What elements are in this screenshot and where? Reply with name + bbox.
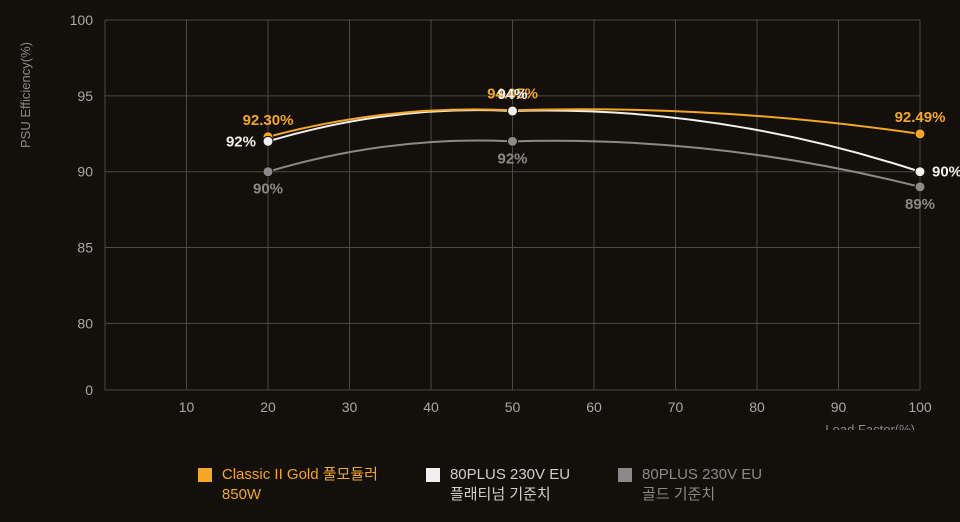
legend-item-2: 80PLUS 230V EU골드 기준치: [618, 465, 762, 504]
efficiency-chart: 0 80 85 90 95 100 10 20 30 40 50 60 70 80 90 100 PSU Eff…: [0, 0, 960, 522]
svg-text:95: 95: [77, 88, 93, 104]
legend-item-0: Classic II Gold 풀모듈러850W: [198, 465, 378, 504]
svg-text:80: 80: [749, 399, 765, 415]
svg-text:70: 70: [668, 399, 684, 415]
svg-text:85: 85: [77, 240, 93, 256]
chart-legend: Classic II Gold 풀모듈러850W 80PLUS 230V EU플래…: [0, 465, 960, 504]
svg-text:80: 80: [77, 315, 93, 331]
legend-swatch: [618, 468, 632, 482]
svg-text:100: 100: [908, 399, 932, 415]
legend-label: 80PLUS 230V EU플래티넘 기준치: [450, 465, 570, 504]
legend-item-1: 80PLUS 230V EU플래티넘 기준치: [426, 465, 570, 504]
svg-text:PSU Efficiency(%): PSU Efficiency(%): [18, 42, 33, 148]
svg-text:40: 40: [423, 399, 439, 415]
legend-swatch: [426, 468, 440, 482]
svg-text:92%: 92%: [226, 133, 256, 150]
svg-text:50: 50: [505, 399, 521, 415]
svg-text:30: 30: [342, 399, 358, 415]
svg-text:92%: 92%: [497, 150, 527, 167]
svg-text:92.49%: 92.49%: [895, 109, 946, 126]
svg-text:10: 10: [179, 399, 195, 415]
svg-text:90%: 90%: [253, 181, 283, 198]
svg-text:20: 20: [260, 399, 276, 415]
legend-label: 80PLUS 230V EU골드 기준치: [642, 465, 762, 504]
svg-text:90%: 90%: [932, 164, 960, 181]
svg-text:94%: 94%: [497, 86, 527, 103]
legend-label: Classic II Gold 풀모듈러850W: [222, 465, 378, 504]
svg-text:92.30%: 92.30%: [243, 112, 294, 129]
svg-text:100: 100: [70, 12, 94, 28]
svg-text:90: 90: [77, 164, 93, 180]
svg-text:60: 60: [586, 399, 602, 415]
svg-text:90: 90: [831, 399, 847, 415]
svg-text:Load Factor(%): Load Factor(%): [825, 422, 915, 430]
svg-text:0: 0: [85, 382, 93, 398]
legend-swatch: [198, 468, 212, 482]
svg-text:89%: 89%: [905, 196, 935, 213]
